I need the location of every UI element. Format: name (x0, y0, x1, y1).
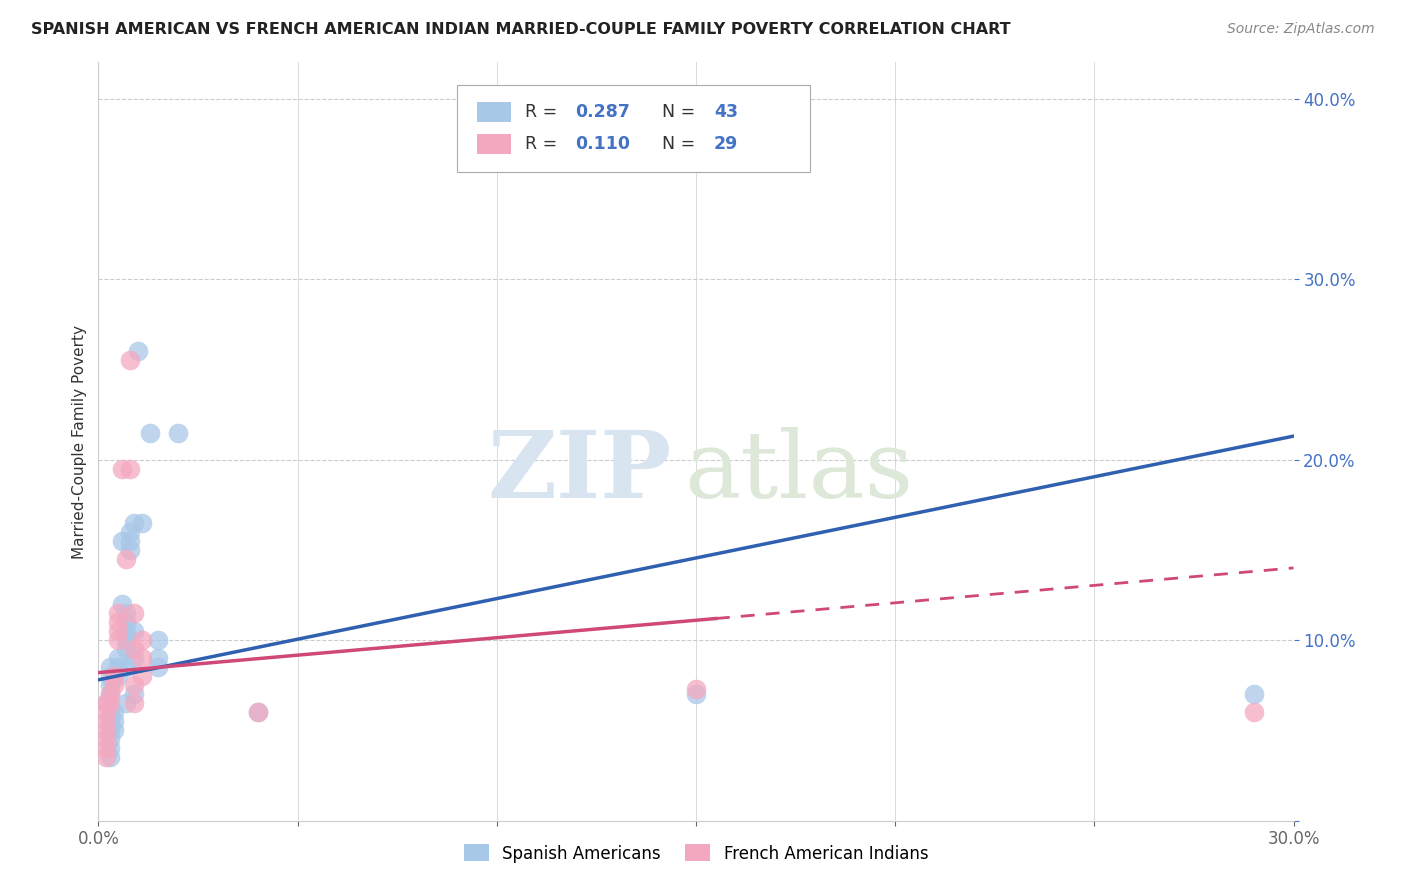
Point (107, 606, 129, 620)
Point (98, 732, 122, 747)
FancyBboxPatch shape (477, 134, 510, 153)
Text: SPANISH AMERICAN VS FRENCH AMERICAN INDIAN MARRIED-COUPLE FAMILY POVERTY CORRELA: SPANISH AMERICAN VS FRENCH AMERICAN INDI… (31, 22, 1011, 37)
Point (115, 606, 138, 620)
Point (1243, 687, 1265, 701)
Text: R =: R = (524, 135, 562, 153)
Point (127, 344, 149, 359)
Point (115, 624, 138, 639)
Point (124, 516, 146, 530)
Point (107, 651, 129, 665)
Text: 0.287: 0.287 (575, 103, 630, 120)
Point (131, 633, 153, 648)
Point (107, 660, 129, 674)
Point (246, 706, 269, 720)
Point (107, 624, 129, 639)
Point (111, 461, 134, 475)
Point (103, 669, 125, 683)
Text: ZIP: ZIP (488, 427, 672, 516)
Text: atlas: atlas (685, 427, 914, 516)
Point (120, 524, 142, 539)
Point (103, 706, 125, 720)
Point (1243, 706, 1265, 720)
Point (120, 461, 142, 475)
Point (98, 741, 122, 756)
Point (115, 642, 138, 657)
Point (685, 681, 707, 696)
Point (103, 714, 125, 729)
Point (107, 615, 129, 629)
Point (98, 660, 122, 674)
Point (167, 425, 190, 440)
Point (124, 678, 146, 692)
Text: R =: R = (524, 103, 562, 120)
Point (98, 669, 122, 683)
Point (115, 660, 138, 674)
Point (98, 696, 122, 710)
Point (96, 696, 118, 710)
Point (124, 687, 146, 701)
Point (96, 741, 118, 756)
Point (148, 633, 170, 648)
Point (131, 651, 153, 665)
Point (124, 624, 146, 639)
Point (120, 353, 142, 368)
Point (148, 660, 170, 674)
Point (98, 678, 122, 692)
Point (124, 642, 146, 657)
Point (115, 696, 138, 710)
Point (98, 723, 122, 738)
Point (111, 533, 134, 548)
Point (124, 606, 146, 620)
Point (124, 696, 146, 710)
Point (103, 723, 125, 738)
Point (107, 633, 129, 648)
Point (111, 597, 134, 611)
Point (96, 696, 118, 710)
Text: N =: N = (651, 103, 700, 120)
Point (107, 669, 129, 683)
Point (98, 714, 122, 729)
Text: Source: ZipAtlas.com: Source: ZipAtlas.com (1227, 22, 1375, 37)
Point (98, 687, 122, 701)
Point (115, 552, 138, 566)
Point (120, 533, 142, 548)
Point (139, 425, 162, 440)
Point (131, 669, 153, 683)
Point (685, 687, 707, 701)
Y-axis label: Married-Couple Family Poverty: Married-Couple Family Poverty (72, 325, 87, 558)
Point (148, 651, 170, 665)
Point (96, 714, 118, 729)
Text: 43: 43 (714, 103, 738, 120)
Text: 29: 29 (714, 135, 738, 153)
Point (115, 633, 138, 648)
Point (96, 723, 118, 738)
Point (98, 750, 122, 764)
Point (120, 542, 142, 557)
Point (96, 732, 118, 747)
FancyBboxPatch shape (457, 85, 810, 172)
Point (131, 516, 153, 530)
Text: N =: N = (651, 135, 700, 153)
Legend: Spanish Americans, French American Indians: Spanish Americans, French American India… (457, 838, 935, 869)
Point (98, 687, 122, 701)
Point (98, 706, 122, 720)
FancyBboxPatch shape (477, 102, 510, 122)
Point (246, 706, 269, 720)
Point (115, 615, 138, 629)
Point (96, 750, 118, 764)
Point (96, 706, 118, 720)
Point (103, 678, 125, 692)
Point (124, 651, 146, 665)
Text: 0.110: 0.110 (575, 135, 630, 153)
